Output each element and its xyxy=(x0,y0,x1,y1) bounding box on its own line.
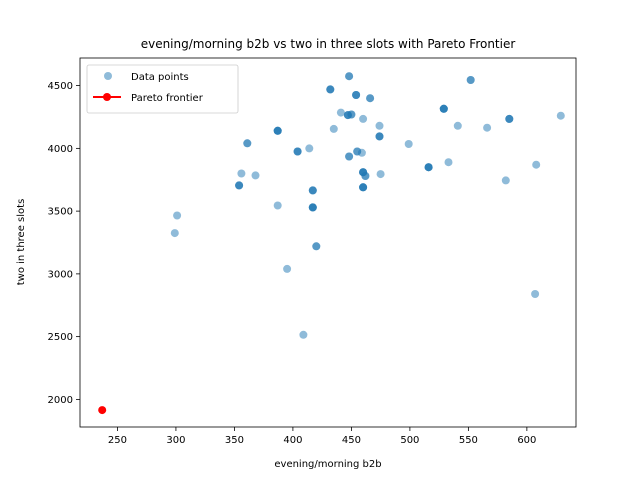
legend-marker-pareto xyxy=(103,93,111,101)
series-pareto-frontier xyxy=(98,406,107,415)
data-point xyxy=(243,139,252,148)
legend-box xyxy=(86,64,239,114)
x-tick-label: 250 xyxy=(108,435,127,446)
y-tick-label: 3000 xyxy=(48,269,73,280)
data-point xyxy=(505,114,514,123)
data-point xyxy=(375,121,384,130)
pareto-point xyxy=(98,406,107,415)
data-point xyxy=(361,172,370,180)
data-point xyxy=(336,108,345,117)
data-point xyxy=(366,94,375,103)
data-point xyxy=(237,169,246,178)
data-point xyxy=(305,144,314,153)
data-point xyxy=(235,181,244,190)
data-point xyxy=(483,123,492,132)
y-tick-label: 4000 xyxy=(48,144,73,155)
x-axis: 250 300 350 400 450 500 550 600 xyxy=(108,427,536,446)
series-data-points xyxy=(170,72,565,339)
legend-label-pareto: Pareto frontier xyxy=(131,93,204,104)
axes-frame xyxy=(79,57,577,428)
y-tick-label: 2500 xyxy=(48,332,73,343)
data-point xyxy=(404,140,413,148)
data-point xyxy=(531,290,540,298)
x-tick-label: 450 xyxy=(342,435,361,446)
data-point xyxy=(293,147,302,156)
data-point xyxy=(308,186,317,195)
series-layer xyxy=(98,72,565,415)
data-point xyxy=(283,264,292,273)
data-point xyxy=(352,91,361,99)
data-point xyxy=(345,152,354,161)
data-point xyxy=(424,163,433,172)
chart-title: evening/morning b2b vs two in three slot… xyxy=(141,37,516,51)
legend-label-data-points: Data points xyxy=(131,72,189,83)
data-point xyxy=(359,114,368,123)
x-tick-label: 500 xyxy=(400,435,419,446)
y-tick-label: 2000 xyxy=(48,395,73,406)
data-point xyxy=(170,229,179,238)
data-point xyxy=(501,176,510,185)
legend: Data points Pareto frontier xyxy=(86,64,239,114)
data-point xyxy=(376,170,385,179)
x-tick-label: 300 xyxy=(166,435,185,446)
x-tick-label: 350 xyxy=(225,435,244,446)
data-point xyxy=(308,203,317,212)
plot-area xyxy=(79,57,577,428)
data-point xyxy=(359,183,368,192)
x-tick-label: 550 xyxy=(459,435,478,446)
data-point xyxy=(439,104,448,113)
data-point xyxy=(326,85,335,94)
data-point xyxy=(357,148,366,157)
x-tick-label: 600 xyxy=(517,435,536,446)
data-point xyxy=(444,158,453,167)
y-axis: 2000 2500 3000 3500 4000 4500 xyxy=(48,81,80,406)
data-point xyxy=(347,110,356,119)
y-axis-label: two in three slots xyxy=(16,199,27,286)
data-point xyxy=(532,160,541,169)
data-point xyxy=(345,72,354,81)
x-tick-label: 400 xyxy=(283,435,302,446)
data-point xyxy=(273,126,282,135)
data-point xyxy=(251,171,260,180)
data-point xyxy=(312,242,321,251)
y-tick-label: 3500 xyxy=(48,207,73,218)
data-point xyxy=(329,124,338,133)
data-point xyxy=(173,211,182,220)
data-point xyxy=(375,132,384,141)
data-point xyxy=(299,330,308,339)
data-point xyxy=(556,111,565,120)
data-point xyxy=(453,121,462,130)
data-point xyxy=(466,76,475,84)
x-axis-label: evening/morning b2b xyxy=(274,459,381,470)
y-tick-label: 4500 xyxy=(48,81,73,92)
legend-marker-data-points xyxy=(104,72,112,80)
data-point xyxy=(273,201,282,210)
